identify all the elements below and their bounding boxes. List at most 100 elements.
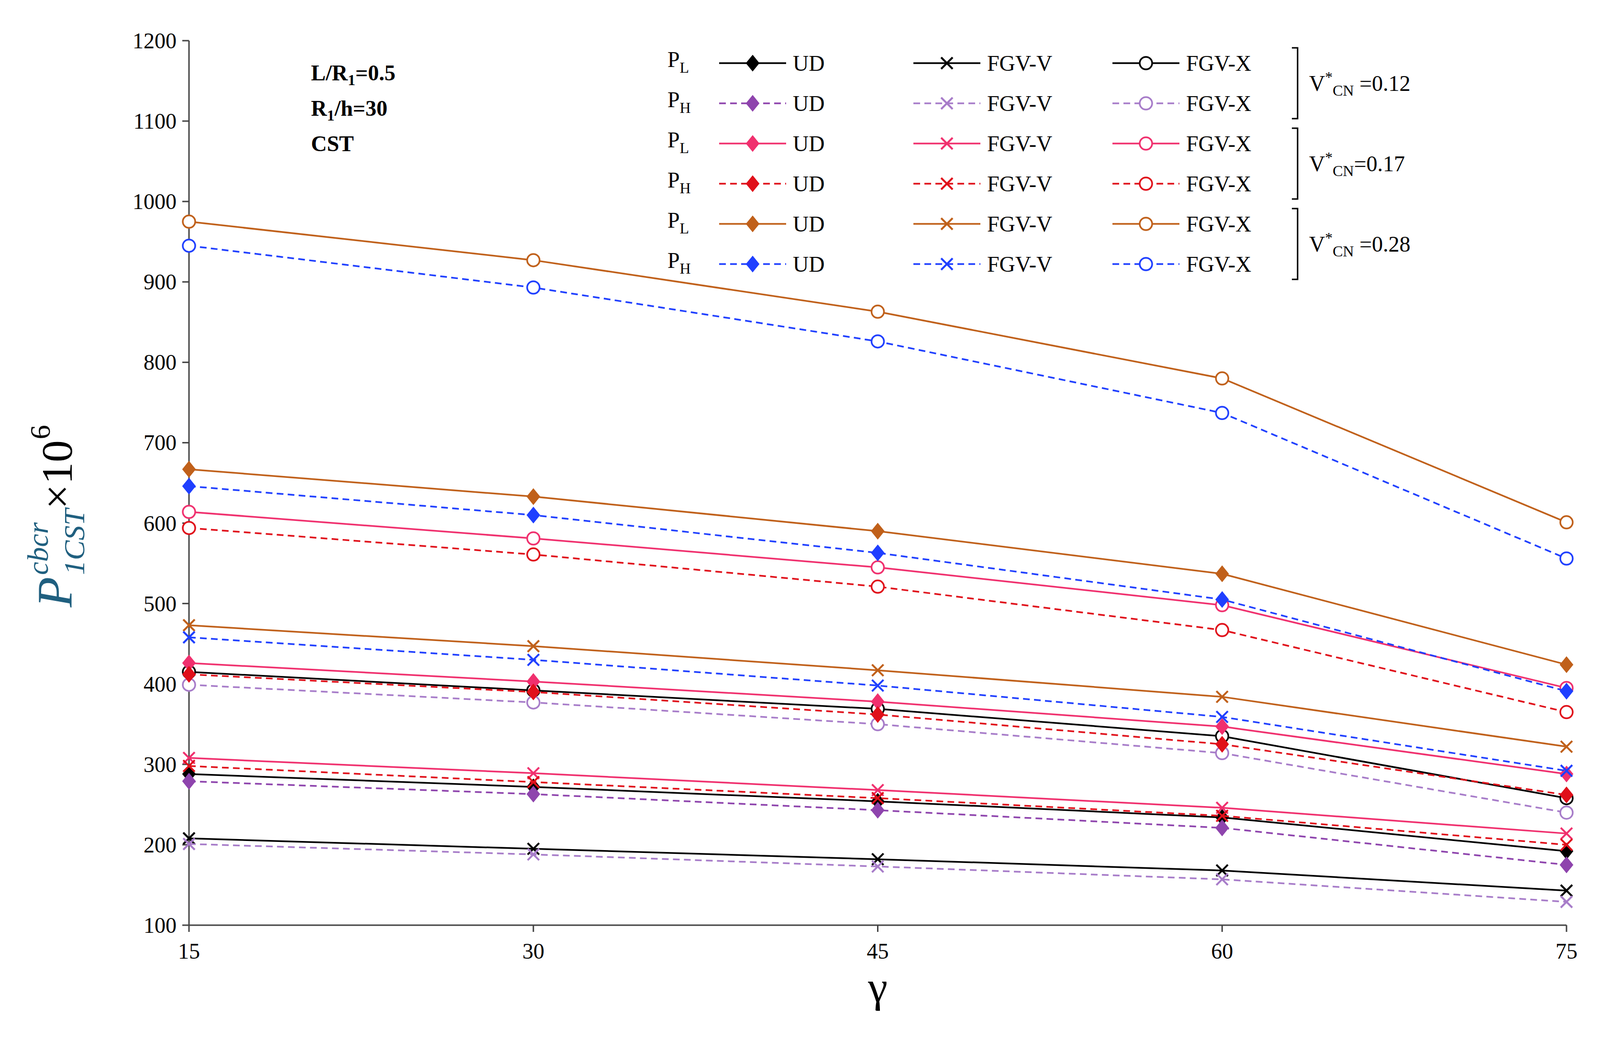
series	[183, 838, 1573, 908]
point	[182, 773, 196, 789]
legend-label: FGV-X	[1186, 211, 1252, 237]
legend-label: FGV-X	[1186, 131, 1252, 156]
y-tick-label: 500	[143, 591, 177, 617]
legend-marker	[746, 176, 759, 192]
legend-load-symbol: P	[667, 167, 680, 193]
annotation-part: =0.5	[355, 60, 396, 86]
y-tick	[182, 40, 189, 42]
point	[1215, 372, 1229, 385]
point	[1560, 896, 1573, 908]
series-line	[188, 663, 1567, 775]
annotation-part: 1	[326, 106, 335, 124]
x-tick	[1221, 925, 1223, 933]
point	[1215, 591, 1229, 608]
point	[182, 505, 196, 519]
y-label-power: 6	[24, 424, 56, 440]
point	[1215, 406, 1229, 420]
y-label-sup: cbcr	[21, 522, 55, 576]
series	[182, 773, 1573, 873]
point	[1216, 711, 1228, 723]
x-tick	[188, 925, 190, 933]
y-tick	[182, 361, 189, 364]
y-tick	[182, 200, 189, 203]
legend-marker	[1139, 217, 1153, 231]
y-tick-label: 300	[143, 752, 177, 778]
point	[182, 478, 196, 494]
legend-group-label: V*CN =0.12	[1309, 68, 1411, 100]
group-symbol-sub: CN	[1332, 162, 1354, 180]
group-value: =0.28	[1354, 232, 1411, 257]
group-value: =0.17	[1354, 151, 1405, 177]
legend-label: FGV-X	[1186, 252, 1252, 277]
point	[527, 532, 540, 545]
point	[183, 760, 195, 772]
legend-marker	[941, 57, 953, 69]
series-line	[188, 637, 1567, 771]
series	[182, 678, 1573, 819]
y-tick-label: 700	[143, 430, 177, 456]
legend-label: FGV-V	[987, 252, 1053, 277]
group-symbol-sup: *	[1324, 148, 1333, 167]
legend-load: PH	[667, 248, 691, 278]
point	[1560, 806, 1573, 820]
point	[183, 619, 195, 632]
x-tick	[877, 925, 879, 933]
point	[1215, 566, 1229, 582]
point	[182, 522, 196, 535]
legend-bracket	[1291, 47, 1298, 119]
group-symbol: V	[1309, 151, 1325, 177]
legend-marker	[746, 135, 759, 152]
point	[527, 640, 540, 653]
point	[182, 461, 196, 478]
point	[527, 488, 540, 505]
series-line	[188, 511, 1567, 689]
series	[182, 522, 1573, 719]
legend-load-sub: L	[679, 219, 690, 237]
point	[1560, 516, 1573, 529]
legend-load: PH	[667, 167, 691, 197]
series-line	[188, 672, 1567, 799]
point	[1215, 623, 1229, 637]
series-line	[188, 844, 1567, 902]
point	[871, 707, 885, 723]
series	[182, 505, 1573, 695]
y-label-times: ×10	[32, 440, 82, 510]
series	[183, 631, 1573, 777]
series	[183, 619, 1573, 753]
y-tick-label: 1200	[132, 28, 177, 54]
point	[527, 776, 540, 789]
legend-load-sub: L	[679, 139, 690, 157]
point	[871, 580, 885, 593]
y-tick-label: 600	[143, 511, 177, 536]
legend-marker	[1139, 97, 1153, 110]
legend-label: FGV-V	[987, 51, 1053, 76]
point	[527, 848, 540, 861]
point	[527, 281, 540, 294]
legend-bracket	[1291, 208, 1298, 280]
point	[182, 215, 196, 228]
point	[182, 666, 196, 683]
group-value: =0.12	[1354, 71, 1411, 96]
series-line	[188, 684, 1567, 813]
series	[182, 239, 1573, 566]
y-tick	[182, 442, 189, 444]
legend-marker	[1139, 177, 1153, 190]
x-tick	[532, 925, 534, 933]
x-tick-label: 45	[866, 939, 889, 964]
legend-label: UD	[792, 171, 825, 197]
legend-marker	[746, 95, 759, 112]
series-line	[188, 774, 1567, 852]
legend-label: FGV-V	[987, 171, 1053, 197]
series	[182, 461, 1573, 673]
series	[182, 655, 1573, 782]
series-line	[188, 221, 1567, 523]
legend-load-symbol: P	[667, 87, 680, 112]
point	[1216, 873, 1228, 886]
x-tick-label: 30	[522, 939, 545, 964]
point	[1216, 810, 1228, 822]
series	[183, 832, 1573, 897]
point	[183, 631, 195, 644]
series-line	[188, 757, 1567, 834]
y-tick-label: 200	[143, 833, 177, 858]
point	[1560, 857, 1573, 873]
